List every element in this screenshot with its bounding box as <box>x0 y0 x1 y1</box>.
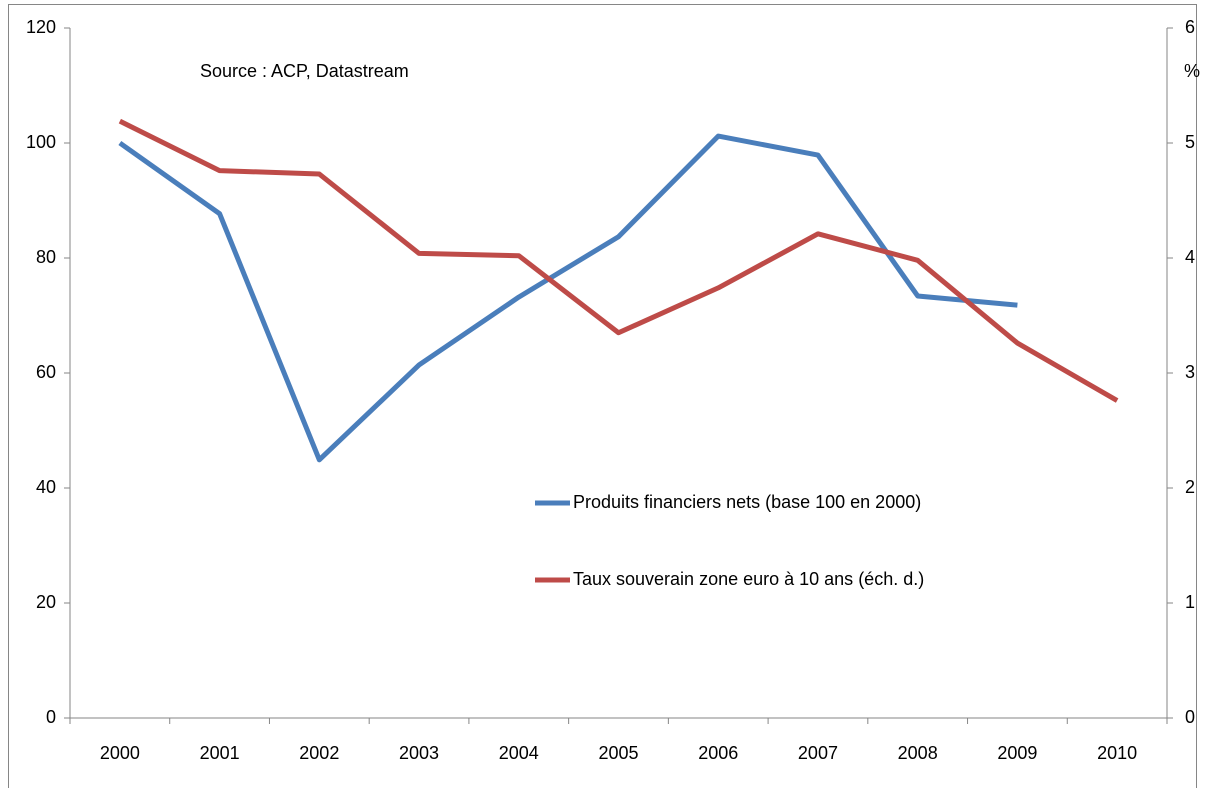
legend-label: Taux souverain zone euro à 10 ans (éch. … <box>573 569 924 589</box>
x-tick-label: 2001 <box>200 743 240 763</box>
y-tick-label: 40 <box>36 477 56 497</box>
y-tick-label: 120 <box>26 17 56 37</box>
x-tick-label: 2010 <box>1097 743 1137 763</box>
x-tick-label: 2007 <box>798 743 838 763</box>
x-tick-label: 2000 <box>100 743 140 763</box>
x-tick-label: 2006 <box>698 743 738 763</box>
y2-tick-label: 1 <box>1185 592 1195 612</box>
x-tick-label: 2005 <box>598 743 638 763</box>
y2-tick-label: 5 <box>1185 132 1195 152</box>
annotation: Source : ACP, Datastream <box>200 61 409 81</box>
x-tick-label: 2009 <box>997 743 1037 763</box>
y2-tick-label: 2 <box>1185 477 1195 497</box>
x-tick-label: 2004 <box>499 743 539 763</box>
y-tick-label: 80 <box>36 247 56 267</box>
y2-tick-label: 0 <box>1185 707 1195 727</box>
y-tick-label: 20 <box>36 592 56 612</box>
y2-tick-label: 4 <box>1185 247 1195 267</box>
y-tick-label: 0 <box>46 707 56 727</box>
y-tick-label: 60 <box>36 362 56 382</box>
x-tick-label: 2002 <box>299 743 339 763</box>
chart-border <box>8 4 1197 788</box>
legend-label: Produits financiers nets (base 100 en 20… <box>573 492 921 512</box>
y2-tick-label: 3 <box>1185 362 1195 382</box>
x-tick-label: 2008 <box>898 743 938 763</box>
y2-tick-label: 6 <box>1185 17 1195 37</box>
series-line <box>118 118 1119 403</box>
y-tick-label: 100 <box>26 132 56 152</box>
series-line <box>118 133 1018 463</box>
y2-axis-label: % <box>1184 61 1200 81</box>
x-tick-label: 2003 <box>399 743 439 763</box>
